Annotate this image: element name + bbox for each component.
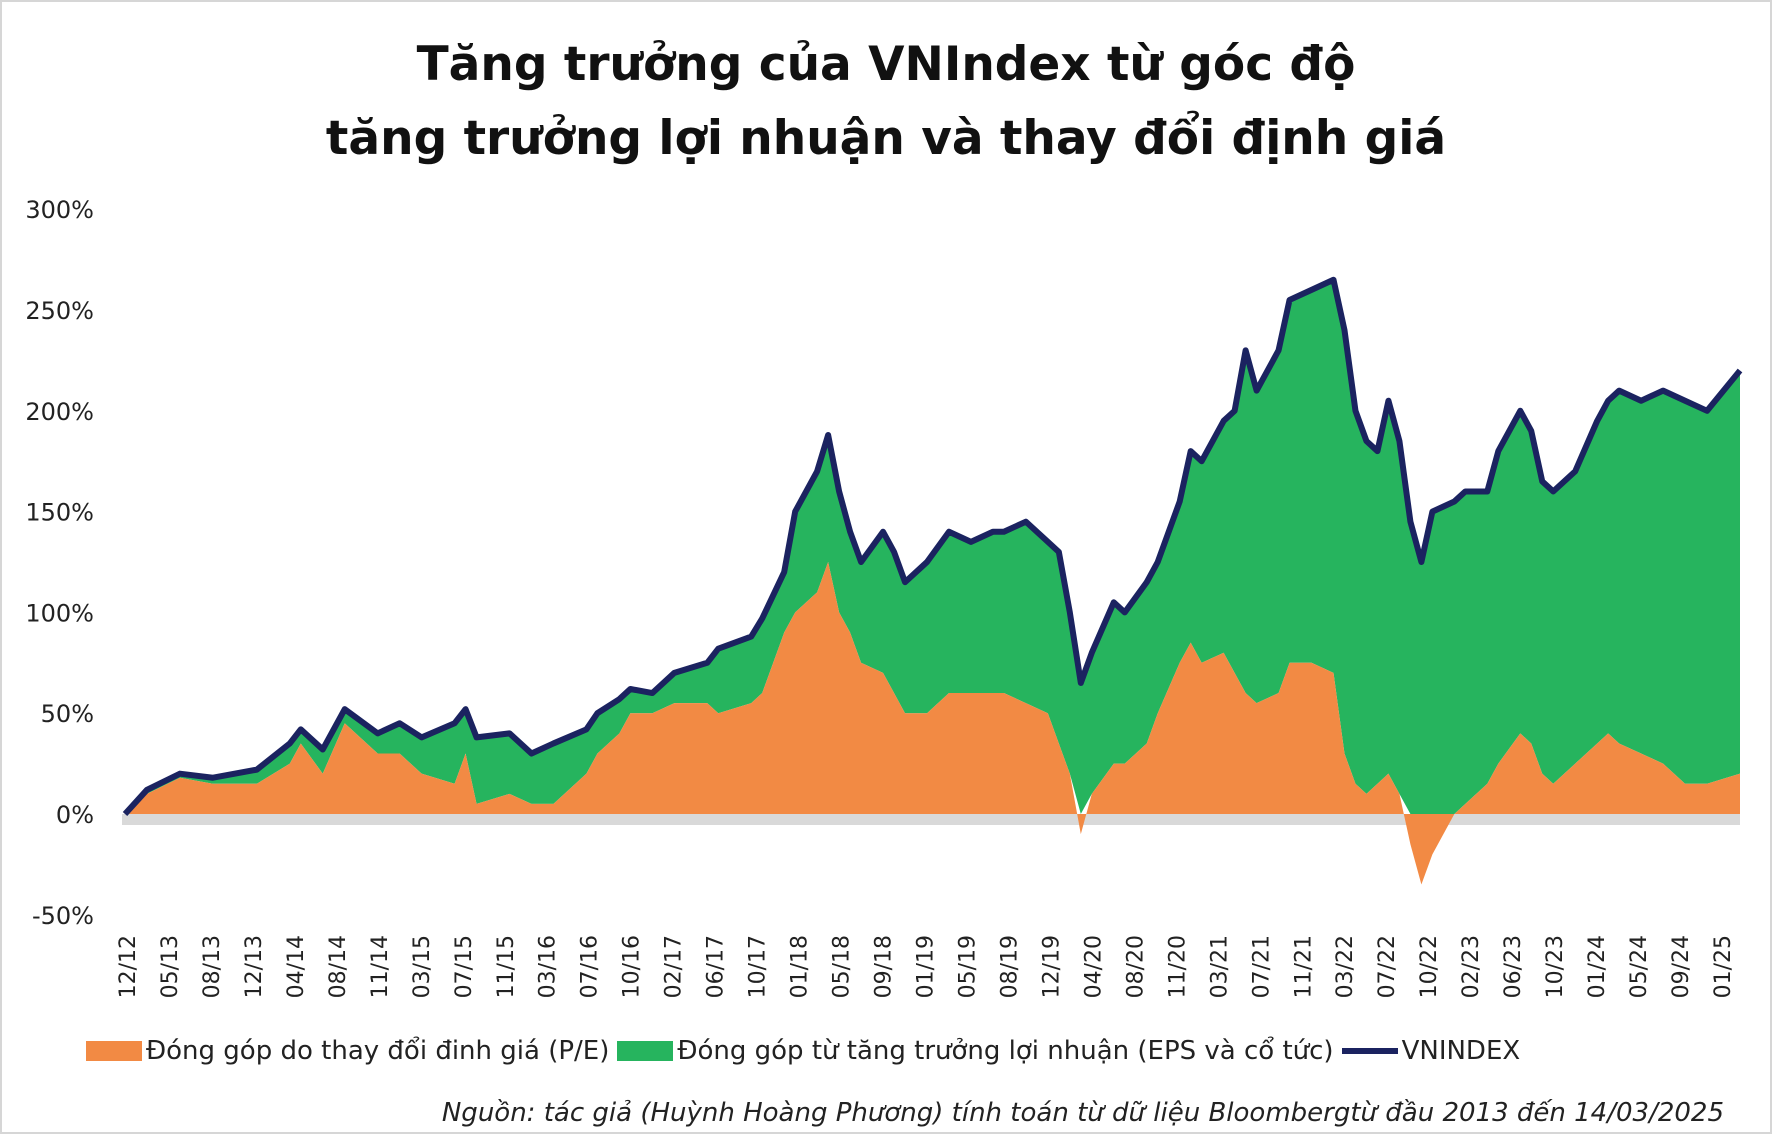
x-tick-label: 07/21: [1249, 935, 1274, 998]
x-tick-label: 07/16: [578, 935, 603, 998]
legend-swatch-pe: [86, 1041, 142, 1061]
x-tick-label: 12/12: [116, 935, 141, 998]
legend-swatch-vnindex: [1341, 1048, 1398, 1054]
x-tick-label: 10/22: [1417, 935, 1442, 998]
x-tick-label: 06/17: [704, 935, 729, 998]
x-tick-label: 08/20: [1123, 935, 1148, 998]
y-tick-label: 200%: [25, 398, 94, 426]
x-tick-label: 05/19: [955, 935, 980, 998]
x-tick-label: 10/17: [746, 935, 771, 998]
x-tick-label: 04/20: [1081, 935, 1106, 998]
x-tick-label: 03/16: [536, 935, 561, 998]
legend-item-eps: Đóng góp từ tăng trưởng lợi nhuận (EPS v…: [617, 1036, 1334, 1066]
title-line-1: Tăng trưởng của VNIndex từ góc độ: [416, 37, 1356, 92]
x-tick-label: 12/13: [242, 935, 267, 998]
series-eps-area: [125, 279, 1740, 814]
x-tick-label: 08/19: [997, 935, 1022, 998]
legend-item-vnindex: VNINDEX: [1341, 1036, 1521, 1066]
x-tick-label: 07/22: [1375, 935, 1400, 998]
x-tick-label: 05/24: [1627, 935, 1652, 998]
chart-title: Tăng trưởng của VNIndex từ góc độ tăng t…: [0, 28, 1772, 176]
x-tick-label: 11/21: [1291, 935, 1316, 998]
y-tick-label: 250%: [25, 297, 94, 325]
x-tick-label: 12/19: [1039, 935, 1064, 998]
x-tick-label: 02/23: [1459, 935, 1484, 998]
x-tick-label: 07/15: [452, 935, 477, 998]
x-tick-label: 05/18: [830, 935, 855, 998]
x-tick-label: 03/21: [1207, 935, 1232, 998]
x-tick-label: 03/15: [410, 935, 435, 998]
legend-swatch-eps: [617, 1041, 674, 1061]
x-tick-label: 09/24: [1669, 935, 1694, 998]
series-vnindex-line: [122, 276, 1743, 817]
x-tick-label: 08/13: [200, 935, 225, 998]
legend: Đóng góp do thay đổi đinh giá (P/E) Đóng…: [86, 1036, 1528, 1066]
x-tick-label: 04/14: [284, 935, 309, 998]
y-tick-label: -50%: [32, 902, 94, 930]
x-tick-label: 03/22: [1333, 935, 1358, 998]
x-tick-label: 05/13: [158, 935, 183, 998]
x-tick-label: 01/24: [1585, 935, 1610, 998]
legend-label-vnindex: VNINDEX: [1401, 1036, 1521, 1066]
legend-label-pe: Đóng góp do thay đổi đinh giá (P/E): [146, 1036, 610, 1066]
source-note: Nguồn: tác giả (Huỳnh Hoàng Phương) tính…: [441, 1098, 1724, 1128]
y-tick-label: 100%: [25, 599, 94, 627]
legend-item-pe: Đóng góp do thay đổi đinh giá (P/E): [86, 1036, 609, 1066]
y-tick-label: 300%: [25, 196, 94, 224]
x-tick-label: 06/23: [1501, 935, 1526, 998]
y-tick-label: 0%: [56, 801, 94, 829]
x-tick-label: 02/17: [662, 935, 687, 998]
y-tick-label: 150%: [25, 499, 94, 527]
zero-band: [122, 814, 1740, 825]
x-tick-label: 11/20: [1165, 935, 1190, 998]
x-tick-label: 11/15: [494, 935, 519, 998]
x-tick-label: 11/14: [368, 935, 393, 998]
title-line-2: tăng trưởng lợi nhuận và thay đổi định g…: [325, 111, 1447, 166]
series-pe-area: [125, 562, 1740, 885]
x-tick-label: 10/16: [620, 935, 645, 998]
x-tick-label: 01/19: [914, 935, 939, 998]
x-tick-label: 08/14: [326, 935, 351, 998]
x-tick-label: 01/18: [788, 935, 813, 998]
x-tick-label: 01/25: [1711, 935, 1736, 998]
x-tick-label: 10/23: [1543, 935, 1568, 998]
x-tick-label: 09/18: [872, 935, 897, 998]
legend-label-eps: Đóng góp từ tăng trưởng lợi nhuận (EPS v…: [677, 1036, 1334, 1066]
y-tick-label: 50%: [41, 700, 94, 728]
